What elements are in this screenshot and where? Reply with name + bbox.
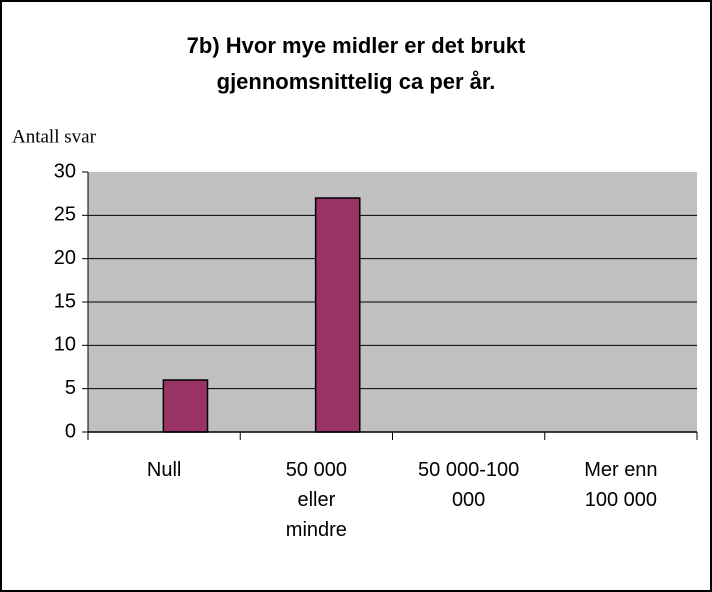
x-tick-label: Null [146, 459, 182, 481]
y-tick-label: 15 [54, 290, 76, 312]
y-tick-label: 25 [54, 204, 76, 226]
y-tick-label: 20 [54, 247, 76, 269]
y-tick-label: 10 [54, 334, 76, 356]
bar [314, 197, 361, 433]
y-axis-label: Antall svar [12, 126, 97, 147]
x-tick-label: Mer enn 100 000 [584, 459, 658, 511]
y-tick-label: 0 [65, 420, 76, 442]
x-tick-label: 50 000 eller mindre [285, 459, 347, 541]
bar [162, 379, 209, 433]
y-tick-label: 30 [54, 160, 76, 182]
y-tick-label: 5 [65, 377, 76, 399]
x-tick-label: 50 000-100 000 [418, 459, 520, 511]
chart-title: 7b) Hvor mye midler er det brukt [187, 33, 526, 58]
chart-title: gjennomsnittelig ca per år. [217, 69, 496, 94]
